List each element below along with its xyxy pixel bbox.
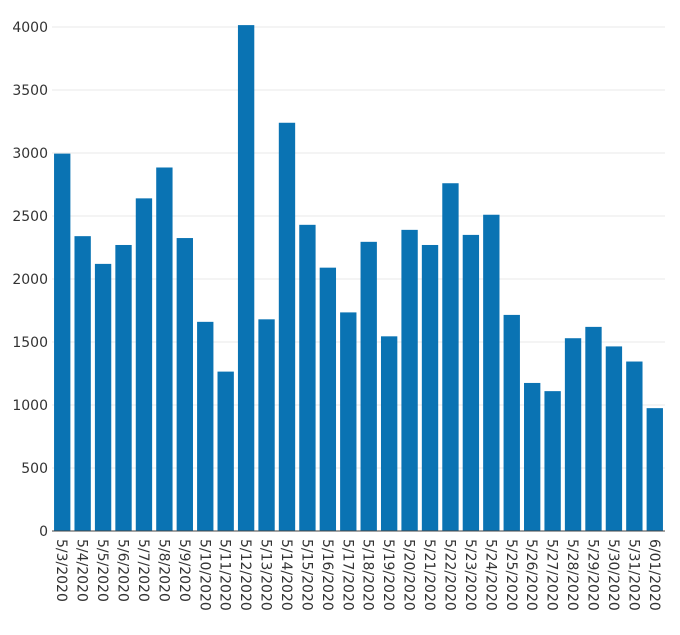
x-tick-label: 5/29/2020 xyxy=(584,539,600,611)
bar xyxy=(462,234,480,531)
x-tick-label: 5/3/2020 xyxy=(53,539,69,602)
x-tick-label: 5/31/2020 xyxy=(625,539,641,611)
bar xyxy=(54,153,71,531)
bar xyxy=(135,198,153,532)
y-tick-label: 2500 xyxy=(12,209,48,225)
x-axis-ticks: 5/3/2020 5/4/2020 5/5/2020 5/6/2020 5/7/2020… xyxy=(53,539,662,611)
y-tick-label: 4000 xyxy=(12,20,48,36)
x-tick-label: 5/20/2020 xyxy=(401,539,417,611)
gridlines xyxy=(52,26,665,469)
x-tick-label: 5/12/2020 xyxy=(237,539,253,611)
x-tick-label: 6/01/2020 xyxy=(646,539,662,611)
x-tick-label: 5/11/2020 xyxy=(217,539,233,611)
x-tick-label: 5/13/2020 xyxy=(258,539,274,611)
bar xyxy=(115,244,132,532)
bar xyxy=(503,314,520,531)
y-axis-ticks: 0 500 1000 1500 2000 2500 3000 3500 4000 xyxy=(12,20,48,540)
x-tick-label: 5/14/2020 xyxy=(278,539,294,611)
bar xyxy=(626,361,643,531)
bar xyxy=(176,238,193,532)
bar xyxy=(278,122,296,531)
x-tick-label: 5/19/2020 xyxy=(380,539,396,611)
y-tick-label: 1000 xyxy=(12,398,48,414)
bar xyxy=(319,267,337,531)
x-tick-label: 5/8/2020 xyxy=(155,539,171,602)
x-tick-label: 5/30/2020 xyxy=(605,539,621,611)
x-tick-label: 5/5/2020 xyxy=(94,539,110,602)
x-tick-label: 5/28/2020 xyxy=(564,539,580,611)
x-tick-label: 5/27/2020 xyxy=(544,539,560,611)
bar xyxy=(217,371,234,531)
x-tick-label: 5/26/2020 xyxy=(523,539,539,611)
bar xyxy=(585,326,602,531)
bar xyxy=(299,224,316,531)
x-tick-label: 5/16/2020 xyxy=(319,539,335,611)
x-tick-label: 5/24/2020 xyxy=(482,539,498,611)
x-tick-label: 5/17/2020 xyxy=(339,539,355,611)
x-tick-label: 5/18/2020 xyxy=(360,539,376,611)
bar xyxy=(340,312,357,531)
bar xyxy=(564,338,582,531)
y-tick-label: 1500 xyxy=(12,335,48,351)
x-tick-label: 5/15/2020 xyxy=(298,539,314,611)
x-tick-label: 5/25/2020 xyxy=(503,539,519,611)
bars xyxy=(54,25,663,532)
x-tick-label: 5/10/2020 xyxy=(196,539,212,611)
bar xyxy=(442,183,459,532)
y-tick-label: 500 xyxy=(21,461,48,477)
bar xyxy=(360,241,377,531)
bar xyxy=(421,244,439,532)
bar xyxy=(483,214,500,532)
bar xyxy=(156,167,173,532)
x-tick-label: 5/9/2020 xyxy=(176,539,192,602)
x-tick-label: 5/4/2020 xyxy=(74,539,90,602)
bar xyxy=(237,25,255,532)
bar xyxy=(646,408,663,531)
bar xyxy=(258,319,275,531)
y-tick-label: 0 xyxy=(39,524,48,540)
bar xyxy=(544,391,561,531)
bar xyxy=(401,229,418,532)
x-tick-label: 5/23/2020 xyxy=(462,539,478,611)
x-tick-label: 5/22/2020 xyxy=(441,539,457,611)
bar xyxy=(197,321,214,531)
x-tick-label: 5/6/2020 xyxy=(115,539,131,602)
y-tick-label: 3500 xyxy=(12,83,48,99)
bar xyxy=(605,346,623,531)
y-tick-label: 3000 xyxy=(12,146,48,162)
bar xyxy=(524,382,541,531)
bar xyxy=(74,236,91,531)
y-tick-label: 2000 xyxy=(12,272,48,288)
x-tick-label: 5/7/2020 xyxy=(135,539,151,602)
bar xyxy=(94,263,112,531)
bar xyxy=(380,336,398,531)
x-tick-label: 5/21/2020 xyxy=(421,539,437,611)
